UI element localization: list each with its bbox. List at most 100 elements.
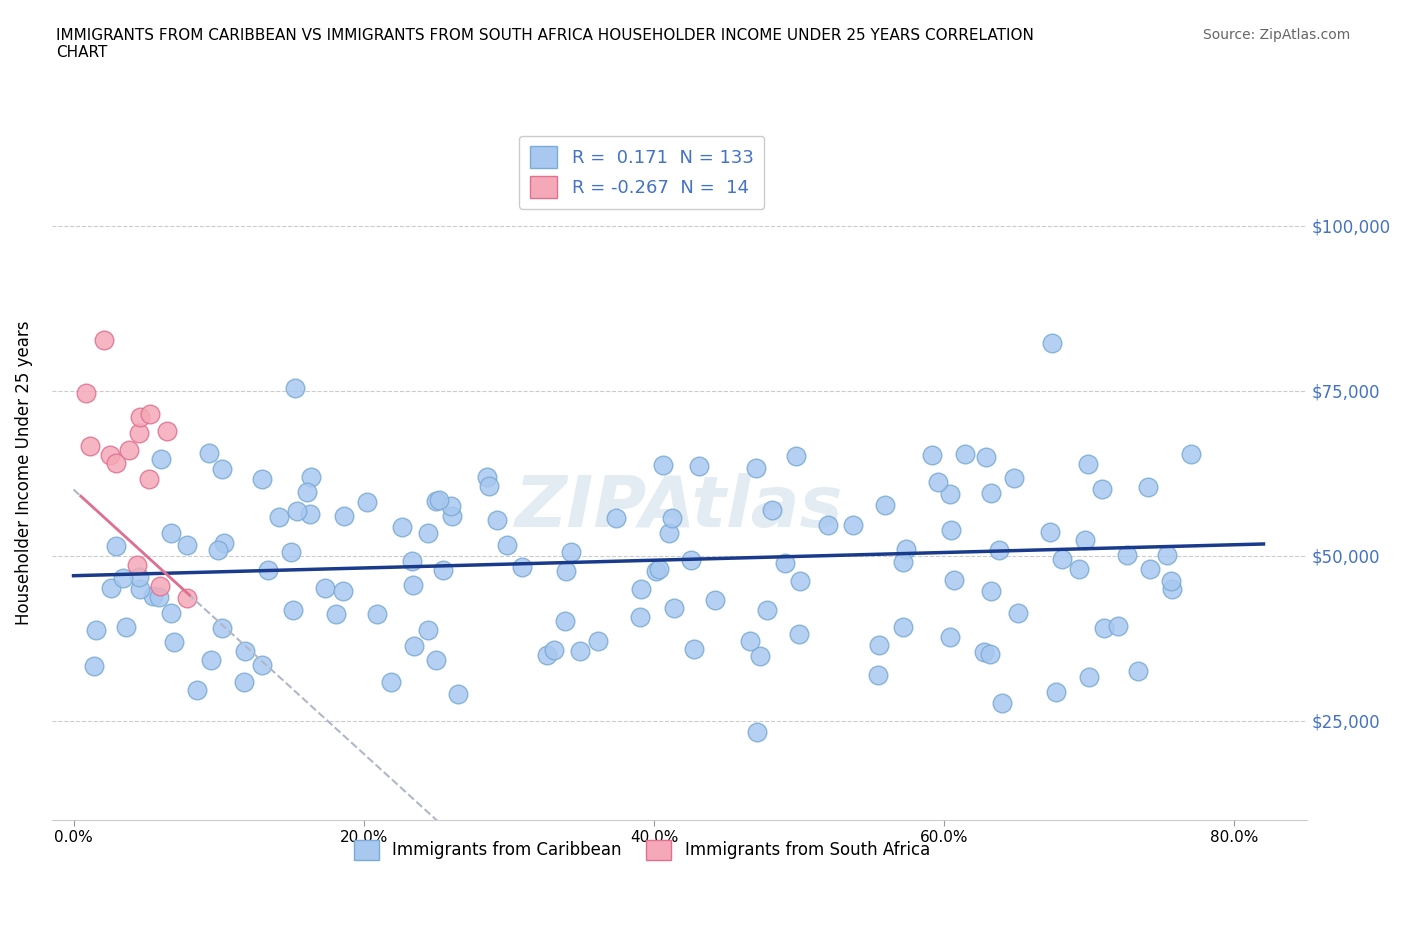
Point — [267, 510, 290, 525]
Point — [927, 474, 949, 489]
Point — [991, 696, 1014, 711]
Point — [486, 512, 509, 527]
Point — [664, 601, 686, 616]
Point — [314, 580, 336, 595]
Point — [425, 494, 447, 509]
Point — [628, 609, 651, 624]
Point — [1115, 548, 1137, 563]
Point — [163, 634, 186, 649]
Point — [939, 523, 962, 538]
Point — [280, 544, 302, 559]
Point — [894, 541, 917, 556]
Point — [789, 573, 811, 588]
Point — [105, 538, 128, 553]
Point — [404, 639, 426, 654]
Point — [125, 558, 148, 573]
Point — [128, 425, 150, 440]
Point — [98, 447, 121, 462]
Point — [332, 583, 354, 598]
Point — [586, 633, 609, 648]
Point — [974, 449, 997, 464]
Point — [432, 563, 454, 578]
Point — [630, 581, 652, 596]
Point — [366, 607, 388, 622]
Point — [605, 511, 627, 525]
Point — [938, 630, 960, 644]
Point — [115, 619, 138, 634]
Point — [988, 543, 1011, 558]
Point — [1160, 582, 1182, 597]
Point — [252, 658, 274, 672]
Point — [866, 668, 889, 683]
Point — [83, 658, 105, 673]
Point — [128, 410, 150, 425]
Point — [921, 447, 943, 462]
Point — [679, 552, 702, 567]
Point — [1107, 618, 1129, 633]
Point — [332, 509, 354, 524]
Point — [211, 620, 233, 635]
Point — [683, 642, 706, 657]
Point — [1045, 684, 1067, 699]
Point — [112, 570, 135, 585]
Point — [787, 626, 810, 641]
Point — [645, 564, 668, 578]
Point — [891, 619, 914, 634]
Point — [1074, 533, 1097, 548]
Point — [868, 638, 890, 653]
Point — [873, 498, 896, 512]
Point — [1002, 471, 1025, 485]
Point — [979, 646, 1001, 661]
Point — [207, 542, 229, 557]
Point — [148, 590, 170, 604]
Point — [117, 443, 139, 458]
Point — [1092, 620, 1115, 635]
Point — [416, 622, 439, 637]
Point — [156, 423, 179, 438]
Point — [235, 644, 257, 658]
Text: IMMIGRANTS FROM CARIBBEAN VS IMMIGRANTS FROM SOUTH AFRICA HOUSEHOLDER INCOME UND: IMMIGRANTS FROM CARIBBEAN VS IMMIGRANTS … — [56, 28, 1035, 60]
Point — [973, 644, 995, 659]
Point — [284, 380, 307, 395]
Point — [149, 579, 172, 594]
Point — [495, 538, 517, 552]
Point — [1078, 670, 1101, 684]
Point — [391, 520, 413, 535]
Point — [1137, 480, 1160, 495]
Point — [427, 493, 450, 508]
Point — [75, 385, 97, 400]
Text: ZIPAtlas: ZIPAtlas — [515, 473, 844, 542]
Point — [299, 470, 322, 485]
Text: Source: ZipAtlas.com: Source: ZipAtlas.com — [1202, 28, 1350, 42]
Point — [648, 562, 671, 577]
Y-axis label: Householder Income Under 25 years: Householder Income Under 25 years — [15, 321, 32, 625]
Point — [748, 649, 770, 664]
Point — [142, 589, 165, 604]
Point — [252, 472, 274, 486]
Legend: Immigrants from Caribbean, Immigrants from South Africa: Immigrants from Caribbean, Immigrants fr… — [347, 833, 936, 867]
Point — [129, 582, 152, 597]
Point — [402, 578, 425, 592]
Point — [425, 653, 447, 668]
Point — [176, 538, 198, 552]
Point — [1156, 547, 1178, 562]
Point — [149, 452, 172, 467]
Point — [440, 509, 463, 524]
Point — [100, 581, 122, 596]
Point — [380, 674, 402, 689]
Point — [440, 498, 463, 513]
Point — [257, 563, 280, 578]
Point — [197, 445, 219, 460]
Point — [1160, 574, 1182, 589]
Point — [661, 511, 683, 525]
Point — [418, 525, 440, 540]
Point — [980, 485, 1002, 500]
Point — [200, 653, 222, 668]
Point — [841, 518, 863, 533]
Point — [1042, 336, 1064, 351]
Point — [1039, 525, 1062, 539]
Point — [299, 507, 322, 522]
Point — [688, 458, 710, 473]
Point — [512, 559, 534, 574]
Point — [139, 406, 162, 421]
